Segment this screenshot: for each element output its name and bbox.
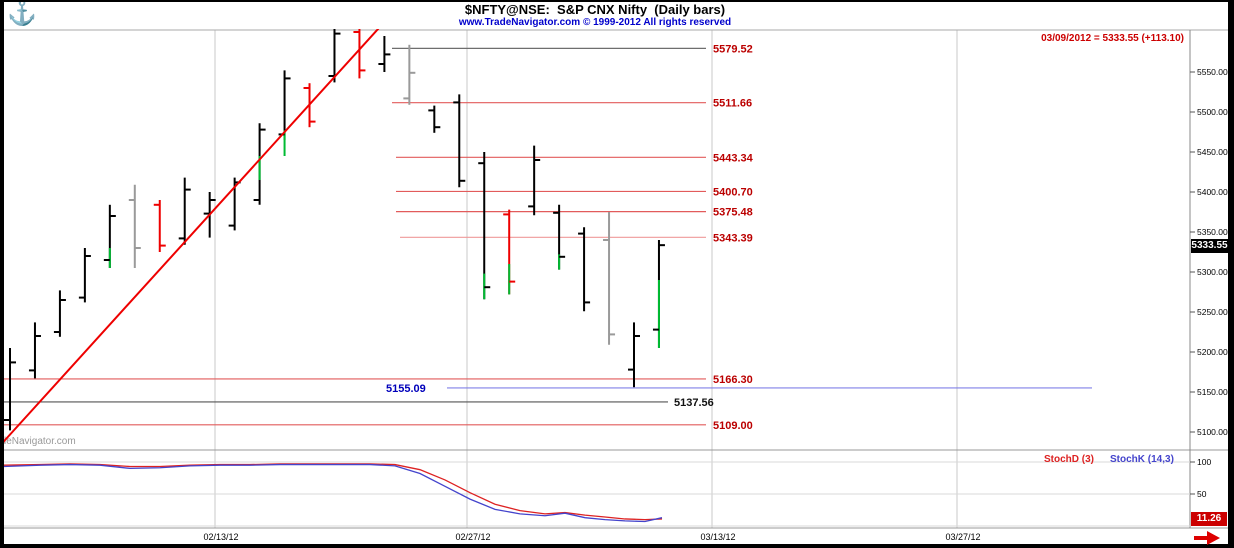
price-tick-label: 5200.00 xyxy=(1197,347,1228,357)
price-bar xyxy=(28,322,41,379)
price-bar xyxy=(628,322,640,388)
trend-line xyxy=(4,29,380,443)
price-bar xyxy=(53,290,66,337)
window-border-left xyxy=(0,0,4,548)
price-bar xyxy=(478,152,491,300)
price-bar xyxy=(278,70,291,156)
level-label: 5511.66 xyxy=(713,98,752,110)
price-tick-label: 5100.00 xyxy=(1197,427,1228,437)
price-tick-label: 5150.00 xyxy=(1197,387,1228,397)
price-bar xyxy=(353,29,366,79)
price-tick-label: 5550.00 xyxy=(1197,67,1228,77)
date-label: 02/27/12 xyxy=(455,532,490,542)
level-label: 5375.48 xyxy=(713,207,753,219)
last-quote-readout: 03/09/2012 = 5333.55 (+113.10) xyxy=(1041,33,1184,44)
scroll-right-arrow-icon[interactable] xyxy=(1193,529,1223,547)
window-border-bottom xyxy=(0,544,1234,548)
date-label: 03/27/12 xyxy=(945,532,980,542)
stoch-tick-label: 100 xyxy=(1197,457,1211,467)
price-tick-label: 5350.00 xyxy=(1197,227,1228,237)
trendline-group xyxy=(4,29,380,443)
price-bar xyxy=(4,348,16,431)
price-bar xyxy=(453,94,466,188)
price-bar xyxy=(528,145,541,216)
stoch-value-badge: 11.26 xyxy=(1191,512,1227,526)
last-price-badge: 5333.55 xyxy=(1191,239,1228,253)
stoch-d-line xyxy=(3,463,663,521)
price-tick-label: 5250.00 xyxy=(1197,307,1228,317)
watermark-text: TradeNavigator.com xyxy=(0,436,76,447)
date-label: 02/13/12 xyxy=(203,532,238,542)
chart-title: $NFTY@NSE: S&P CNX Nifty (Daily bars) xyxy=(464,2,726,17)
copyright-notice: www.TradeNavigator.com © 1999-2012 All r… xyxy=(458,17,732,28)
price-bar xyxy=(153,200,166,252)
stoch-d-legend: StochD (3) xyxy=(1044,454,1094,465)
bars-group xyxy=(4,29,665,431)
level-label: 5137.56 xyxy=(674,397,714,409)
price-tick-label: 5400.00 xyxy=(1197,187,1228,197)
anchor-logo-icon[interactable]: ⚓ xyxy=(7,0,37,27)
price-bar xyxy=(328,29,341,83)
level-label: 5155.09 xyxy=(386,383,426,395)
price-bar xyxy=(403,44,416,105)
price-bar xyxy=(103,204,116,268)
level-label: 5343.39 xyxy=(713,232,753,244)
level-label: 5400.70 xyxy=(713,186,753,198)
price-bar xyxy=(603,212,616,345)
price-tick-label: 5300.00 xyxy=(1197,267,1228,277)
price-tick-label: 5450.00 xyxy=(1197,147,1228,157)
level-label: 5166.30 xyxy=(713,374,753,386)
stoch-k-line xyxy=(3,463,663,523)
level-label: 5443.34 xyxy=(713,152,754,164)
date-label: 03/13/12 xyxy=(700,532,735,542)
price-tick-label: 5500.00 xyxy=(1197,107,1228,117)
price-bar xyxy=(652,240,665,348)
price-bar xyxy=(178,177,191,245)
price-bar xyxy=(78,248,91,303)
stoch-k-legend: StochK (14,3) xyxy=(1110,454,1174,465)
price-bar xyxy=(128,184,141,268)
level-label: 5579.52 xyxy=(713,43,753,55)
level-label: 5109.00 xyxy=(713,420,753,432)
arrow-shape xyxy=(1194,531,1220,545)
price-bar xyxy=(553,204,566,270)
stoch-tick-label: 50 xyxy=(1197,489,1207,499)
price-bar xyxy=(503,209,516,295)
price-bar xyxy=(228,177,241,231)
price-bar xyxy=(378,36,391,72)
price-bar xyxy=(428,105,441,133)
window-border-top xyxy=(0,0,1234,2)
window-border-right xyxy=(1228,0,1234,548)
price-bar xyxy=(578,227,591,312)
